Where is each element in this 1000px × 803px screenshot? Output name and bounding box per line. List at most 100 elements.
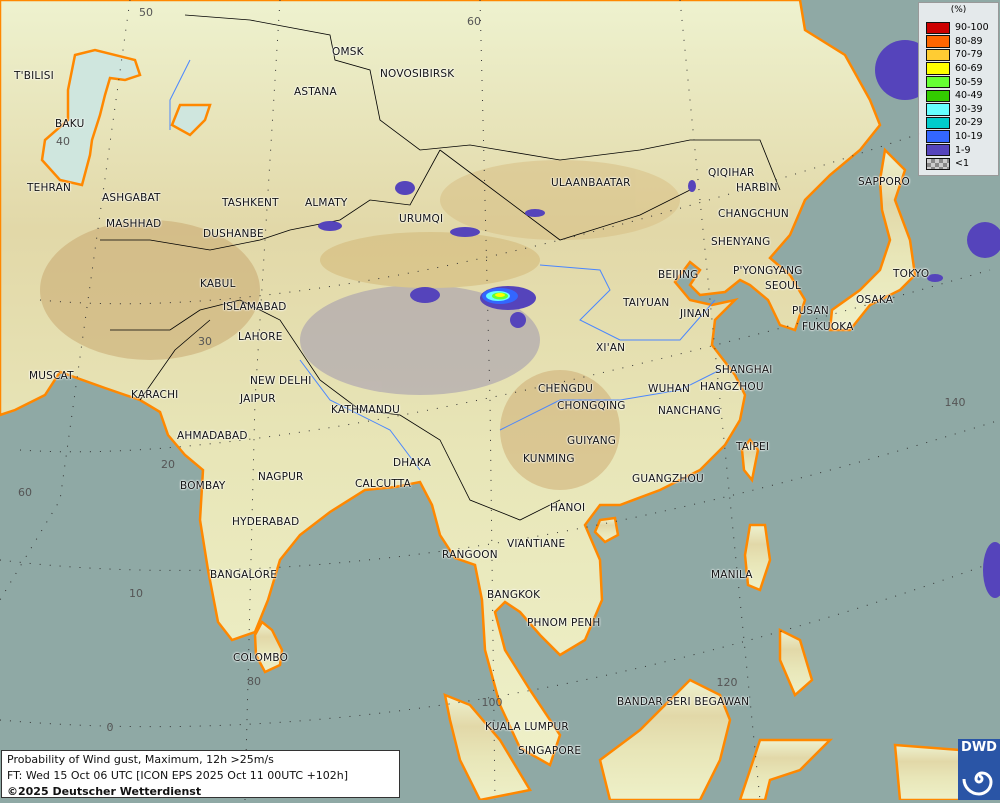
city-label: KUALA LUMPUR	[485, 721, 569, 733]
city-label: SHENYANG	[711, 236, 771, 248]
luzon	[743, 523, 772, 592]
city-label: BAKU	[55, 118, 85, 130]
legend-unit: (%)	[950, 5, 967, 15]
city-label: MUSCAT	[29, 370, 74, 382]
legend-item: 60-69	[926, 62, 983, 76]
city-label: AHMADABAD	[177, 430, 248, 442]
dwd-logo-text: DWD	[961, 740, 997, 755]
legend-label: 90-100	[955, 22, 989, 34]
city-label: BOMBAY	[180, 480, 226, 492]
spiral-icon	[962, 771, 993, 796]
city-label: JAIPUR	[240, 393, 276, 405]
city-label: RANGOON	[442, 549, 498, 561]
city-label: BANDAR SERI BEGAWAN	[617, 696, 750, 708]
legend-label: 1-9	[955, 144, 971, 156]
legend-label: 10-19	[955, 131, 983, 143]
legend-label: 50-59	[955, 76, 983, 88]
graticule-label: 40	[56, 135, 70, 148]
legend-label: 40-49	[955, 90, 983, 102]
city-label: COLOMBO	[233, 652, 289, 664]
legend-label: 80-89	[955, 35, 983, 47]
graticule-label: 20	[161, 458, 175, 471]
city-label: CALCUTTA	[355, 478, 411, 490]
city-label: CHENGDU	[538, 383, 594, 395]
city-label: MASHHAD	[106, 218, 162, 230]
legend-swatch	[926, 48, 950, 62]
japan	[828, 147, 917, 332]
city-label: ASTANA	[294, 86, 337, 98]
city-label: SAPPORO	[858, 176, 910, 188]
rivers	[169, 59, 721, 471]
legend-item: 1-9	[926, 143, 971, 157]
legend-swatch	[926, 157, 950, 170]
city-label: GUANGZHOU	[632, 473, 704, 485]
city-label: TOKYO	[893, 268, 930, 280]
legend-label: 70-79	[955, 49, 983, 61]
city-label: HARBIN	[736, 182, 778, 194]
city-label: XI'AN	[596, 342, 626, 354]
city-label: KABUL	[200, 278, 236, 290]
city-label: ISLAMABAD	[223, 301, 287, 313]
city-label: SINGAPORE	[518, 745, 582, 757]
graticule-label: 80	[247, 675, 261, 688]
city-label: OMSK	[332, 46, 364, 58]
city-label: KATHMANDU	[331, 404, 401, 416]
legend-item: 70-79	[926, 48, 983, 62]
hainan	[593, 516, 620, 544]
graticule-label: 120	[716, 676, 738, 689]
city-label: HANGZHOU	[700, 381, 764, 393]
city-label: T'BILISI	[14, 70, 54, 82]
legend-label: 60-69	[955, 63, 983, 75]
inland-water	[40, 48, 212, 187]
city-label: TAIYUAN	[623, 297, 670, 309]
graticule-label: 60	[18, 486, 32, 499]
city-label: ASHGABAT	[102, 192, 161, 204]
graticule-label: 60	[467, 15, 481, 28]
city-label: PUSAN	[792, 305, 829, 317]
city-label: KARACHI	[131, 389, 179, 401]
copyright: ©2025 Deutscher Wetterdienst	[7, 785, 202, 798]
legend-item: <1	[926, 157, 969, 171]
legend-swatch	[926, 35, 950, 48]
graticule-label: 10	[129, 587, 143, 600]
legend-swatch	[926, 75, 950, 89]
product-title: Probability of Wind gust, Maximum, 12h >…	[7, 753, 274, 766]
city-label: LAHORE	[238, 331, 283, 343]
city-label: TEHRAN	[27, 182, 72, 194]
city-label: JINAN	[680, 308, 711, 320]
legend-item: 50-59	[926, 75, 983, 89]
caspian-sea	[40, 48, 142, 187]
city-label: CHONGQING	[557, 400, 626, 412]
city-label: KUNMING	[523, 453, 575, 465]
city-label: P'YONGYANG	[733, 265, 803, 277]
legend-item: 80-89	[926, 35, 983, 49]
legend-swatch	[926, 103, 950, 116]
city-label: WUHAN	[648, 383, 691, 395]
city-label: HYDERABAD	[232, 516, 300, 528]
legend-item: 30-39	[926, 103, 983, 117]
city-label: CHANGCHUN	[718, 208, 789, 220]
city-label: GUIYANG	[567, 435, 617, 447]
legend-swatch	[926, 89, 950, 102]
mindanao	[778, 627, 814, 698]
city-label: SEOUL	[765, 280, 802, 292]
sri-lanka	[253, 620, 284, 674]
city-label: FUKUOKA	[802, 321, 854, 333]
legend-swatch	[926, 143, 950, 157]
taiwan	[740, 437, 760, 483]
city-label: PHNOM PENH	[527, 617, 601, 629]
city-label: OSAKA	[856, 294, 894, 306]
city-label: DUSHANBE	[203, 228, 264, 240]
forecast-time: FT: Wed 15 Oct 06 UTC [ICON EPS 2025 Oct…	[7, 769, 349, 782]
sulawesi	[738, 738, 834, 800]
graticule-label: 140	[944, 396, 966, 409]
city-label: BEIJING	[658, 269, 699, 281]
legend-item: 10-19	[926, 130, 983, 144]
legend-item: 90-100	[926, 21, 989, 35]
graticule-label: 30	[198, 335, 212, 348]
city-label: URUMQI	[399, 213, 444, 225]
legend-item: 20-29	[926, 116, 983, 130]
legend-label: 20-29	[955, 117, 983, 129]
